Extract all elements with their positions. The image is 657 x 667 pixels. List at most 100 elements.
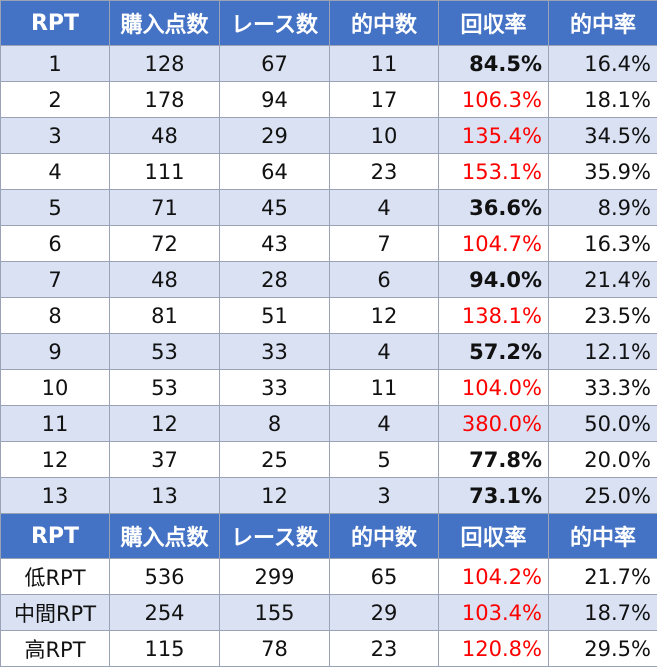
- cell-rpt: 12: [1, 442, 110, 478]
- cell-races: 64: [220, 154, 330, 190]
- cell-hits: 5: [330, 442, 439, 478]
- header-hits: 的中数: [330, 1, 439, 46]
- cell-rpt: 高RPT: [1, 631, 110, 667]
- cell-hit-rate: 23.5%: [549, 298, 657, 334]
- cell-hits: 7: [330, 226, 439, 262]
- cell-rpt: 5: [1, 190, 110, 226]
- summary-header-races: レース数: [220, 514, 330, 559]
- cell-races: 33: [220, 370, 330, 406]
- cell-points: 71: [110, 190, 220, 226]
- cell-rpt: 2: [1, 82, 110, 118]
- cell-hits: 17: [330, 82, 439, 118]
- cell-recovery: 73.1%: [439, 478, 549, 514]
- cell-hit-rate: 16.4%: [549, 46, 657, 82]
- cell-races: 94: [220, 82, 330, 118]
- summary-header-hits: 的中数: [330, 514, 439, 559]
- cell-rpt: 7: [1, 262, 110, 298]
- cell-hits: 4: [330, 406, 439, 442]
- cell-rpt: 4: [1, 154, 110, 190]
- cell-hit-rate: 18.1%: [549, 82, 657, 118]
- cell-recovery: 120.8%: [439, 631, 549, 667]
- cell-races: 67: [220, 46, 330, 82]
- cell-races: 28: [220, 262, 330, 298]
- summary-header-hit-rate: 的中率: [549, 514, 657, 559]
- cell-hits: 11: [330, 370, 439, 406]
- cell-points: 254: [110, 595, 220, 631]
- cell-points: 111: [110, 154, 220, 190]
- cell-points: 37: [110, 442, 220, 478]
- cell-recovery: 104.0%: [439, 370, 549, 406]
- cell-hits: 4: [330, 190, 439, 226]
- cell-hit-rate: 34.5%: [549, 118, 657, 154]
- cell-recovery: 106.3%: [439, 82, 549, 118]
- cell-hits: 23: [330, 154, 439, 190]
- cell-races: 29: [220, 118, 330, 154]
- cell-recovery: 103.4%: [439, 595, 549, 631]
- cell-recovery: 104.2%: [439, 559, 549, 595]
- summary-header-rpt: RPT: [1, 514, 110, 559]
- cell-hit-rate: 18.7%: [549, 595, 657, 631]
- cell-points: 72: [110, 226, 220, 262]
- cell-rpt: 8: [1, 298, 110, 334]
- cell-hit-rate: 50.0%: [549, 406, 657, 442]
- cell-points: 128: [110, 46, 220, 82]
- summary-header-row: RPT 購入点数 レース数 的中数 回収率 的中率: [1, 514, 657, 559]
- cell-points: 12: [110, 406, 220, 442]
- cell-hit-rate: 20.0%: [549, 442, 657, 478]
- cell-rpt: 13: [1, 478, 110, 514]
- cell-rpt: 3: [1, 118, 110, 154]
- cell-rpt: 11: [1, 406, 110, 442]
- cell-hit-rate: 12.1%: [549, 334, 657, 370]
- cell-points: 13: [110, 478, 220, 514]
- cell-recovery: 84.5%: [439, 46, 549, 82]
- cell-recovery: 153.1%: [439, 154, 549, 190]
- cell-points: 115: [110, 631, 220, 667]
- cell-recovery: 77.8%: [439, 442, 549, 478]
- cell-rpt: 10: [1, 370, 110, 406]
- cell-hit-rate: 25.0%: [549, 478, 657, 514]
- cell-races: 33: [220, 334, 330, 370]
- cell-hit-rate: 8.9%: [549, 190, 657, 226]
- cell-hits: 6: [330, 262, 439, 298]
- cell-rpt: 中間RPT: [1, 595, 110, 631]
- cell-recovery: 94.0%: [439, 262, 549, 298]
- cell-races: 155: [220, 595, 330, 631]
- cell-hits: 29: [330, 595, 439, 631]
- summary-section: RPT 購入点数 レース数 的中数 回収率 的中率: [1, 514, 657, 559]
- header-rpt: RPT: [1, 1, 110, 46]
- cell-recovery: 57.2%: [439, 334, 549, 370]
- cell-points: 178: [110, 82, 220, 118]
- summary-header-points: 購入点数: [110, 514, 220, 559]
- header-recovery: 回収率: [439, 1, 549, 46]
- table-header-row: RPT 購入点数 レース数 的中数 回収率 的中率: [1, 1, 657, 46]
- cell-recovery: 138.1%: [439, 298, 549, 334]
- cell-hits: 10: [330, 118, 439, 154]
- cell-races: 43: [220, 226, 330, 262]
- header-races: レース数: [220, 1, 330, 46]
- cell-points: 81: [110, 298, 220, 334]
- cell-recovery: 36.6%: [439, 190, 549, 226]
- cell-races: 12: [220, 478, 330, 514]
- cell-hits: 4: [330, 334, 439, 370]
- cell-points: 53: [110, 370, 220, 406]
- cell-recovery: 104.7%: [439, 226, 549, 262]
- cell-hit-rate: 33.3%: [549, 370, 657, 406]
- cell-hits: 65: [330, 559, 439, 595]
- cell-hits: 12: [330, 298, 439, 334]
- cell-races: 45: [220, 190, 330, 226]
